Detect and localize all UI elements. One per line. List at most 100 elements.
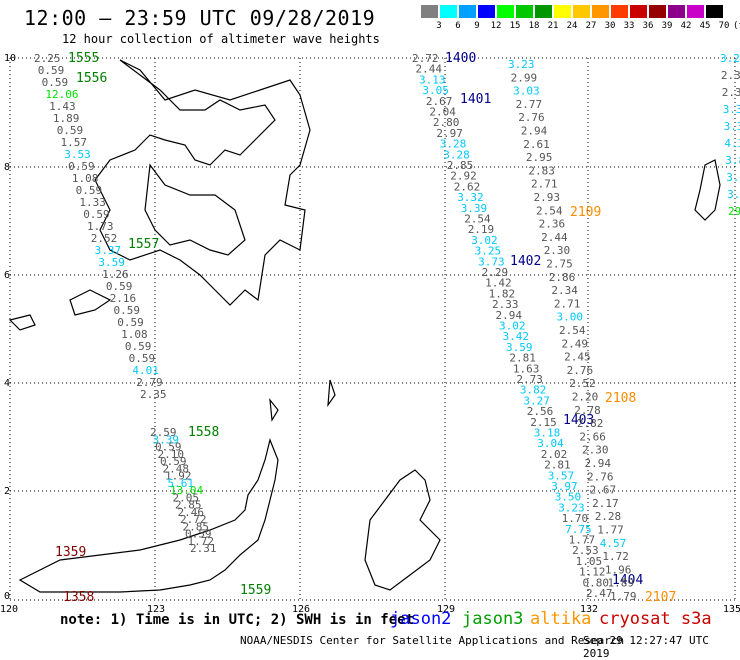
axis-labels: 120 123 126 129 132 135 0 2 4 6 8 10 (0, 53, 740, 615)
scale-swatch (554, 5, 571, 18)
wave-value-track-c: 2.44 (416, 63, 443, 76)
wave-value-track-d: 2.54 (559, 324, 586, 337)
wave-value-track-d: 2.94 (585, 457, 612, 470)
scale-swatch (630, 5, 647, 18)
coastline-mindanao-north (94, 59, 311, 306)
wave-value-track-d: 2.28 (595, 510, 622, 523)
coastline-southern-peninsula (144, 163, 246, 256)
track-label-1359: 1359 (55, 545, 86, 560)
wave-value-track-c: 3.39 (461, 202, 488, 215)
wave-value-track-c: 1.05 (576, 555, 603, 568)
wave-value-track-a: 1.08 (121, 328, 148, 341)
wave-value-track-d: 1.89 (608, 577, 635, 590)
coastline-sulawesi-north (69, 289, 112, 316)
coastline-small-2 (694, 159, 721, 221)
wave-value-track-a: 2.52 (91, 232, 118, 245)
wave-value-track-c: 1.70 (562, 512, 589, 525)
wave-value-track-c: 3.57 (548, 469, 575, 482)
scale-swatch (706, 5, 723, 18)
scale-swatch (421, 5, 438, 18)
scale-swatch (497, 5, 514, 18)
wave-value-track-d: 2.36 (539, 218, 566, 231)
wave-value-track-a: 0.59 (42, 76, 69, 89)
wave-value-track-c: 2.19 (468, 223, 495, 236)
wave-value-track-d: 2.30 (582, 444, 609, 457)
wave-value-track-c: 3.59 (506, 341, 533, 354)
legend-jason3: jason3 (462, 609, 524, 629)
wave-value-track-a: 1.57 (61, 136, 88, 149)
scale-label: (ft) (733, 21, 740, 31)
scale-swatch (516, 5, 533, 18)
scale-label: 21 (547, 21, 559, 31)
wave-value-track-a: 3.53 (64, 148, 91, 161)
track-label-1403: 1403 (563, 413, 594, 428)
wave-value-track-b: 2.31 (190, 542, 217, 555)
wave-value-track-d: 2.76 (567, 364, 594, 377)
wave-value-track-c: 3.18 (534, 427, 561, 440)
wave-value-track-d: 2.49 (562, 337, 589, 350)
x-tick-label: 132 (580, 604, 598, 615)
track-label-1559: 1559 (240, 583, 271, 598)
scale-label: 6 (455, 21, 461, 31)
wave-value-track-b: 2.72 (180, 513, 207, 526)
scale-label: 42 (680, 21, 692, 31)
wave-value-track-a: 0.59 (57, 124, 83, 137)
track-label-1555: 1555 (68, 51, 99, 66)
wave-value-track-c: 1.63 (513, 362, 540, 375)
scale-label: 3 (436, 21, 442, 31)
y-tick-label: 0 (4, 591, 10, 602)
wave-value-track-c: 2.94 (496, 309, 523, 322)
wave-value-track-b: 0.59 (185, 528, 212, 541)
wave-value-track-c: 3.32 (457, 191, 484, 204)
wave-value-track-c: 2.81 (544, 459, 571, 472)
wave-value-track-d: 2.95 (526, 151, 553, 164)
wave-value-track-d: 2.76 (587, 470, 614, 483)
wave-value-track-d: 2.71 (531, 178, 558, 191)
coastlines (8, 59, 721, 593)
y-tick-label: 4 (4, 378, 10, 389)
scale-swatch (478, 5, 495, 18)
scale-label: 36 (642, 21, 654, 31)
wave-value-track-e: 29 (728, 205, 740, 218)
wave-value-track-c: 3.13 (419, 73, 446, 86)
wave-value-track-c: 3.50 (555, 491, 582, 504)
coastline-small-1 (269, 398, 279, 422)
scale-label: 24 (566, 21, 578, 31)
wave-value-track-a: 2.16 (110, 292, 137, 305)
wave-value-track-d: 2.94 (521, 125, 548, 138)
wave-value-track-a: 2.79 (136, 376, 163, 389)
timestamp-text: Sep 29 12:27:47 UTC 2019 (583, 634, 709, 660)
wave-value-track-d: 2.34 (551, 284, 578, 297)
scale-swatch (687, 5, 704, 18)
wave-value-track-e: 3.23 (720, 52, 740, 65)
wave-value-track-a: 1.26 (102, 268, 129, 281)
wave-value-track-e: 2.3 (721, 69, 740, 82)
map-grid (9, 57, 736, 601)
wave-value-track-c: 2.56 (527, 405, 554, 418)
wave-value-track-c: 3.97 (551, 480, 578, 493)
scale-swatch (649, 5, 666, 18)
wave-value-track-d: 2.52 (569, 377, 596, 390)
wave-value-track-c: 2.80 (433, 116, 460, 129)
x-tick-label: 123 (147, 604, 165, 615)
wave-value-track-d: 4.57 (600, 537, 627, 550)
track-label-1400: 1400 (445, 51, 476, 66)
y-tick-label: 8 (4, 162, 10, 173)
wave-value-track-a: 0.59 (68, 160, 95, 173)
wave-value-track-c: 2.15 (530, 416, 557, 429)
wave-value-track-d: 1.72 (602, 550, 629, 563)
credit-text: NOAA/NESDIS Center for Satellite Applica… (240, 634, 625, 647)
legend-cryosat-s3a: cryosat s3a (599, 609, 712, 629)
wave-value-track-c: 2.72 (412, 52, 439, 65)
wave-value-track-d: 2.66 (579, 430, 606, 443)
scale-label: 15 (509, 21, 521, 31)
wave-value-track-e: 3.3 (724, 120, 740, 133)
wave-value-track-d: 2.20 (572, 391, 599, 404)
wave-value-track-c: 1.77 (569, 534, 596, 547)
y-tick-label: 2 (4, 486, 10, 497)
scale-swatch (440, 5, 457, 18)
x-tick-label: 126 (292, 604, 310, 615)
y-tick-label: 6 (4, 270, 10, 281)
wave-value-track-d: 2.71 (554, 297, 581, 310)
wave-value-track-c: 2.67 (426, 95, 453, 108)
